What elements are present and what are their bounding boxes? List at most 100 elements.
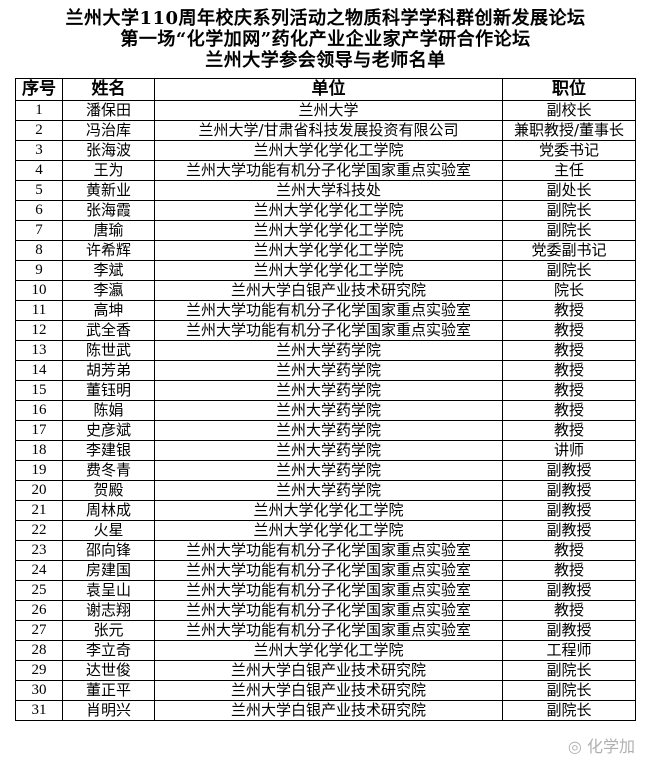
cell-name: 高坤: [62, 300, 155, 321]
cell-position: 工程师: [502, 640, 636, 661]
cell-position: 副校长: [502, 100, 636, 121]
cell-name: 董正平: [62, 680, 155, 701]
header-index: 序号: [15, 78, 63, 101]
watermark-logo: ◎ 化学加: [568, 738, 635, 756]
cell-unit: 兰州大学科技处: [154, 180, 503, 201]
table-row: 7 唐瑜 兰州大学化学化工学院 副院长: [15, 220, 636, 241]
cell-index: 16: [15, 400, 63, 421]
title-line-1: 兰州大学110周年校庆系列活动之物质科学学科群创新发展论坛: [65, 8, 586, 29]
cell-unit: 兰州大学/甘肃省科技发展投资有限公司: [154, 120, 503, 141]
cell-name: 张海波: [62, 140, 155, 161]
cell-position: 教授: [502, 300, 636, 321]
cell-index: 2: [15, 120, 63, 141]
cell-index: 6: [15, 200, 63, 221]
cell-index: 3: [15, 140, 63, 161]
cell-unit: 兰州大学药学院: [154, 400, 503, 421]
cell-name: 潘保田: [62, 100, 155, 121]
cell-name: 贺殿: [62, 480, 155, 501]
cell-index: 20: [15, 480, 63, 501]
cell-unit: 兰州大学功能有机分子化学国家重点实验室: [154, 300, 503, 321]
cell-position: 教授: [502, 360, 636, 381]
cell-name: 许希辉: [62, 240, 155, 261]
cell-position: 副院长: [502, 220, 636, 241]
table-row: 16 陈娟 兰州大学药学院 教授: [15, 400, 636, 421]
cell-position: 副院长: [502, 680, 636, 701]
cell-name: 陈世武: [62, 340, 155, 361]
title-line-2: 第一场“化学加网”药化产业企业家产学研合作论坛: [120, 29, 531, 50]
cell-position: 副教授: [502, 460, 636, 481]
cell-index: 10: [15, 280, 63, 301]
cell-name: 黄新业: [62, 180, 155, 201]
cell-name: 邵向锋: [62, 540, 155, 561]
cell-name: 周林成: [62, 500, 155, 521]
cell-index: 19: [15, 460, 63, 481]
cell-position: 教授: [502, 560, 636, 581]
cell-index: 4: [15, 160, 63, 181]
cell-position: 党委副书记: [502, 240, 636, 261]
cell-name: 李立奇: [62, 640, 155, 661]
cell-position: 院长: [502, 280, 636, 301]
cell-index: 7: [15, 220, 63, 241]
cell-index: 27: [15, 620, 63, 641]
cell-unit: 兰州大学功能有机分子化学国家重点实验室: [154, 160, 503, 181]
table-row: 21 周林成 兰州大学化学化工学院 副教授: [15, 500, 636, 521]
cell-position: 党委书记: [502, 140, 636, 161]
header-unit: 单位: [154, 78, 503, 101]
table-row: 17 史彦斌 兰州大学药学院 教授: [15, 420, 636, 441]
cell-unit: 兰州大学白银产业技术研究院: [154, 660, 503, 681]
cell-index: 28: [15, 640, 63, 661]
cell-position: 副教授: [502, 480, 636, 501]
table-row: 29 达世俊 兰州大学白银产业技术研究院 副院长: [15, 660, 636, 681]
cell-position: 副院长: [502, 700, 636, 721]
table-row: 27 张元 兰州大学功能有机分子化学国家重点实验室 副教授: [15, 620, 636, 641]
cell-index: 13: [15, 340, 63, 361]
cell-position: 兼职教授/董事长: [502, 120, 636, 141]
cell-index: 23: [15, 540, 63, 561]
table-header-row: 序号 姓名 单位 职位: [15, 78, 636, 101]
cell-position: 教授: [502, 540, 636, 561]
table-row: 3 张海波 兰州大学化学化工学院 党委书记: [15, 140, 636, 161]
cell-unit: 兰州大学功能有机分子化学国家重点实验室: [154, 540, 503, 561]
cell-position: 教授: [502, 320, 636, 341]
cell-name: 李建银: [62, 440, 155, 461]
table-row: 22 火星 兰州大学化学化工学院 副教授: [15, 520, 636, 541]
cell-position: 副教授: [502, 500, 636, 521]
cell-name: 张海霞: [62, 200, 155, 221]
cell-index: 17: [15, 420, 63, 441]
cell-name: 史彦斌: [62, 420, 155, 441]
cell-unit: 兰州大学白银产业技术研究院: [154, 680, 503, 701]
cell-index: 1: [15, 100, 63, 121]
table-row: 9 李斌 兰州大学化学化工学院 副院长: [15, 260, 636, 281]
table-row: 25 袁呈山 兰州大学功能有机分子化学国家重点实验室 副教授: [15, 580, 636, 601]
cell-position: 教授: [502, 400, 636, 421]
cell-name: 房建国: [62, 560, 155, 581]
cell-unit: 兰州大学药学院: [154, 420, 503, 441]
cell-index: 15: [15, 380, 63, 401]
cell-position: 教授: [502, 420, 636, 441]
cell-unit: 兰州大学化学化工学院: [154, 240, 503, 261]
cell-unit: 兰州大学化学化工学院: [154, 140, 503, 161]
cell-name: 冯治库: [62, 120, 155, 141]
cell-index: 26: [15, 600, 63, 621]
table-row: 10 李瀛 兰州大学白银产业技术研究院 院长: [15, 280, 636, 301]
table-row: 5 黄新业 兰州大学科技处 副处长: [15, 180, 636, 201]
cell-unit: 兰州大学化学化工学院: [154, 520, 503, 541]
cell-name: 谢志翔: [62, 600, 155, 621]
cell-unit: 兰州大学化学化工学院: [154, 200, 503, 221]
table-row: 30 董正平 兰州大学白银产业技术研究院 副院长: [15, 680, 636, 701]
table-row: 4 王为 兰州大学功能有机分子化学国家重点实验室 主任: [15, 160, 636, 181]
cell-position: 副教授: [502, 620, 636, 641]
cell-position: 讲师: [502, 440, 636, 461]
cell-name: 张元: [62, 620, 155, 641]
cell-index: 11: [15, 300, 63, 321]
table-row: 31 肖明兴 兰州大学白银产业技术研究院 副院长: [15, 700, 636, 721]
cell-index: 25: [15, 580, 63, 601]
watermark-icon: ◎: [567, 737, 582, 756]
table-row: 14 胡芳弟 兰州大学药学院 教授: [15, 360, 636, 381]
cell-name: 李瀛: [62, 280, 155, 301]
cell-unit: 兰州大学化学化工学院: [154, 640, 503, 661]
cell-name: 肖明兴: [62, 700, 155, 721]
cell-name: 胡芳弟: [62, 360, 155, 381]
cell-unit: 兰州大学功能有机分子化学国家重点实验室: [154, 600, 503, 621]
cell-position: 教授: [502, 600, 636, 621]
